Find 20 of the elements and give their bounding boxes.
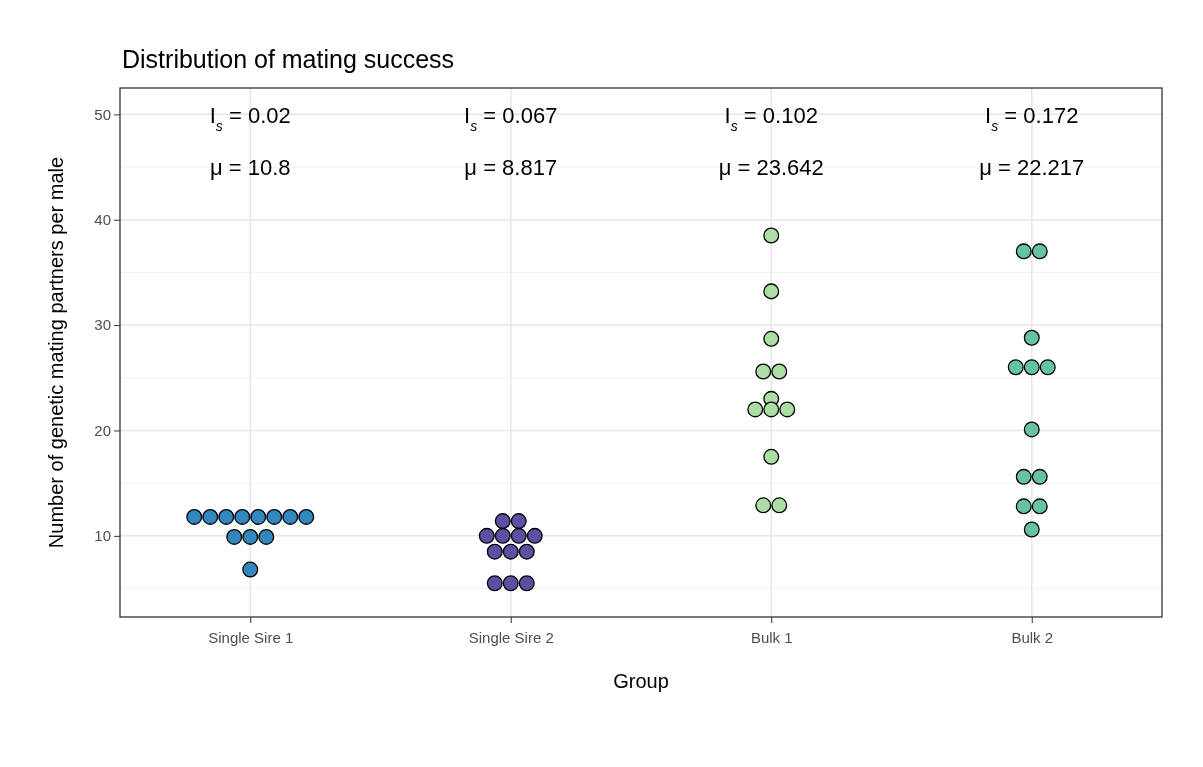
x-axis-title: Group [613,670,669,692]
y-tick-label: 30 [94,316,111,334]
x-tick-label: Bulk 1 [750,628,793,646]
annotation: μ = 22.217 [979,155,1085,180]
annotation: I$_{s}$ = 0.102 [724,103,818,134]
chart-title: Distribution of mating success [122,45,455,73]
annotation: I$_{s}$ = 0.02 [209,103,291,134]
x-tick-label: Single Sire 2 [468,628,554,646]
y-axis-title: Number of genetic mating partners per male [45,156,67,549]
annotation: μ = 10.8 [209,155,291,180]
y-tick-label: 50 [94,105,111,123]
x-tick-label: Bulk 2 [1011,628,1054,646]
annotation: μ = 23.642 [718,155,824,180]
y-tick-label: 10 [94,527,111,545]
y-tick-label: 40 [94,211,111,229]
y-tick-label: 20 [94,421,111,439]
annotation: I$_{s}$ = 0.172 [985,103,1079,134]
annotation: μ = 8.817 [464,155,558,180]
annotation: I$_{s}$ = 0.067 [464,103,558,134]
x-tick-label: Single Sire 1 [208,628,294,646]
